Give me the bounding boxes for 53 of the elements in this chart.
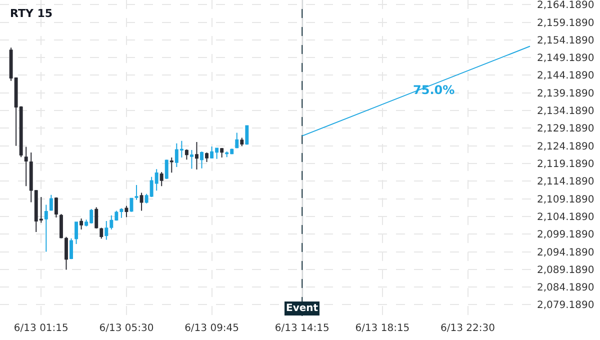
candlestick — [54, 196, 58, 218]
y-tick-label: 2,124.1890 — [537, 141, 594, 152]
annotation: 75.0% — [413, 83, 455, 97]
candlestick — [64, 236, 68, 270]
candlestick — [60, 213, 63, 239]
y-tick-label: 2,104.1890 — [537, 212, 594, 223]
y-tick-label: 2,114.1890 — [537, 176, 594, 188]
candlestick — [134, 184, 138, 200]
x-tick-label: 6/13 22:30 — [440, 323, 495, 334]
candlestick — [195, 141, 198, 170]
ref-line-label: Event — [286, 303, 318, 314]
candlestick — [44, 204, 48, 252]
candlestick — [200, 150, 204, 169]
y-tick-label: 2,094.1890 — [537, 247, 594, 258]
y-tick-label: 2,099.1890 — [537, 230, 594, 241]
candlestick — [74, 221, 78, 244]
candlestick — [100, 227, 104, 240]
x-tick-label: 6/13 05:30 — [99, 323, 154, 334]
x-tick-label: 6/13 01:15 — [14, 323, 68, 334]
candlestick — [245, 125, 249, 146]
candlestick — [220, 147, 224, 158]
candlestick — [140, 192, 144, 212]
text: RTY 15 — [10, 7, 53, 20]
candlestick — [160, 171, 164, 187]
candlestick — [184, 148, 188, 160]
candlestick — [205, 152, 208, 163]
y-tick-label: 2,139.1890 — [537, 88, 594, 100]
y-tick-label: 2,134.1890 — [537, 106, 594, 118]
x-tick-label: 6/13 14:15 — [274, 323, 330, 334]
y-tick-label: 2,159.1890 — [537, 18, 594, 29]
candlestick — [24, 146, 28, 187]
candlestick — [94, 206, 98, 229]
candlestick — [80, 218, 84, 230]
candlestick — [164, 159, 168, 180]
y-tick-label: 2,144.1890 — [537, 70, 594, 82]
candlestick — [170, 156, 174, 174]
candlestick — [240, 137, 244, 147]
y-tick-label: 2,149.1890 — [537, 53, 594, 64]
candlestick — [124, 205, 128, 218]
candlestick — [235, 132, 239, 149]
y-tick-label: 2,119.1890 — [537, 159, 594, 170]
y-tick-label: 2,154.1890 — [537, 35, 594, 46]
candlestick — [49, 194, 53, 212]
candlestick — [190, 150, 194, 170]
y-tick-label: 2,129.1890 — [537, 124, 594, 135]
y-tick-label: 2,089.1890 — [537, 264, 594, 276]
y-tick-label: 2,084.1890 — [537, 282, 594, 294]
x-tick-label: 6/13 09:45 — [184, 323, 240, 334]
y-tick-label: 2,079.1890 — [537, 300, 594, 312]
x-tick-label: 6/13 18:15 — [355, 323, 410, 334]
y-tick-label: 2,164.1890 — [537, 0, 594, 12]
candlestick — [70, 238, 73, 260]
y-tick-label: 2,109.1890 — [537, 194, 594, 206]
